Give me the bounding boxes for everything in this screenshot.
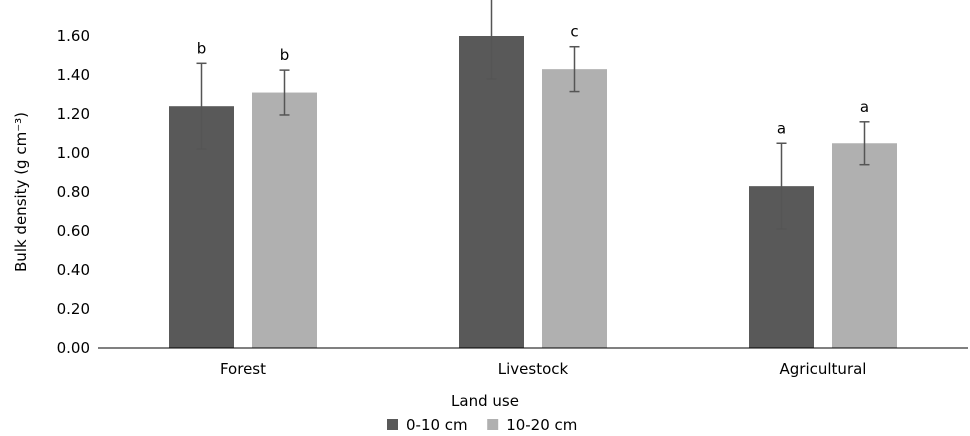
legend-label: 10-20 cm [506, 416, 577, 434]
legend-swatch [387, 419, 398, 430]
legend: 0-10 cm 10-20 cm [387, 416, 577, 434]
y-tick-label: 1.40 [57, 66, 90, 84]
y-tick-label: 1.20 [57, 105, 90, 123]
bar [542, 69, 607, 349]
significance-letter: b [280, 46, 290, 64]
bar [252, 92, 317, 348]
plot-area: bbccaa [169, 0, 897, 349]
y-tick-label: 0.80 [57, 183, 90, 201]
y-tick-label: 1.60 [57, 27, 90, 45]
x-tick-label: Livestock [498, 360, 569, 378]
y-axis-title: Bulk density (g cm⁻³) [12, 112, 30, 272]
y-tick-label: 0.60 [57, 222, 90, 240]
significance-letter: b [197, 39, 207, 57]
significance-letter: c [570, 23, 578, 41]
x-tick-label: Agricultural [780, 360, 867, 378]
x-axis-tick-labels: Forest Livestock Agricultural [220, 360, 867, 378]
x-tick-label: Forest [220, 360, 266, 378]
y-tick-label: 0.20 [57, 300, 90, 318]
y-axis-ticks: 0.00 0.20 0.40 0.60 0.80 1.00 1.20 1.40 1.60 [57, 27, 90, 357]
significance-letter: a [860, 98, 869, 116]
significance-letter: a [777, 119, 786, 137]
bar [832, 143, 897, 348]
legend-swatch [487, 419, 499, 430]
y-tick-label: 1.00 [57, 144, 90, 162]
y-tick-label: 0.40 [57, 261, 90, 279]
y-tick-label: 0.00 [57, 339, 90, 357]
legend-label: 0-10 cm [406, 416, 468, 434]
bar [459, 36, 524, 348]
x-axis-title: Land use [451, 392, 519, 410]
